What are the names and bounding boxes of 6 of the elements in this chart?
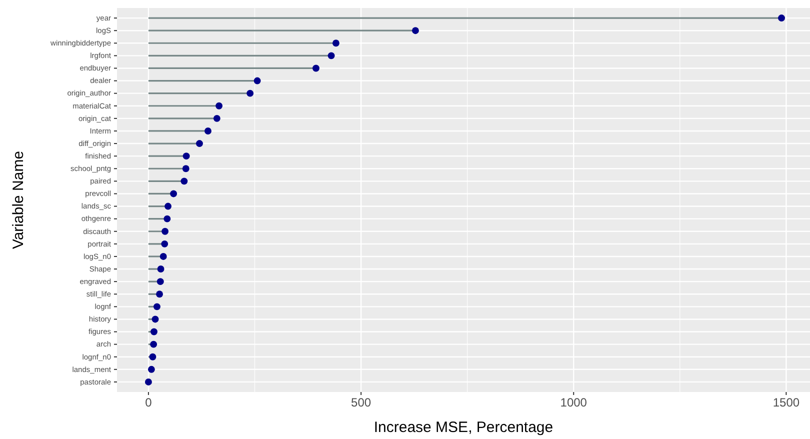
x-tick-label: 500 bbox=[351, 396, 372, 410]
x-tick-label: 1000 bbox=[560, 396, 588, 410]
y-axis-title: Variable Name bbox=[10, 150, 27, 250]
x-tick-label: 1500 bbox=[772, 396, 800, 410]
x-axis-title: Increase MSE, Percentage bbox=[374, 419, 554, 436]
x-tick-label: 0 bbox=[145, 396, 152, 410]
